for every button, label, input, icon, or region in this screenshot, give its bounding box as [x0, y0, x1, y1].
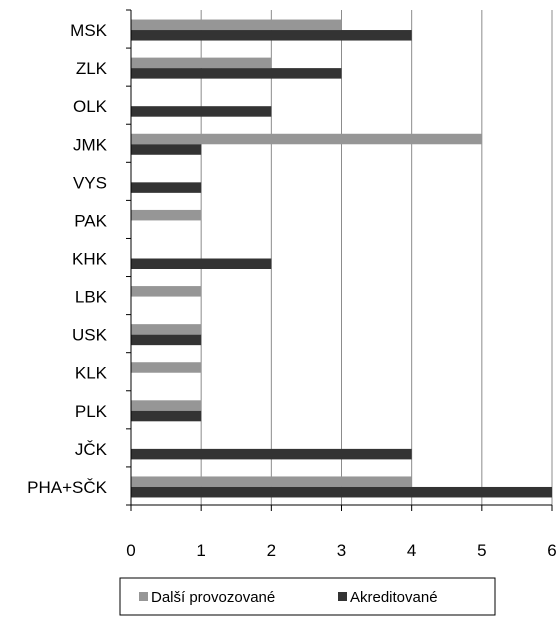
legend-label: Akreditované: [350, 589, 438, 606]
category-label: PAK: [74, 211, 107, 230]
category-label: JMK: [73, 135, 108, 154]
category-label: MSK: [70, 21, 108, 40]
bar-dalsi: [131, 476, 412, 487]
legend-swatch: [139, 592, 148, 601]
bar-dalsi: [131, 209, 202, 221]
x-tick-label: 5: [477, 541, 486, 560]
bar-akreditovane: [131, 106, 272, 117]
category-label: KLK: [75, 364, 108, 383]
category-label: USK: [72, 326, 108, 345]
bar-dalsi: [131, 57, 272, 69]
legend-box: [119, 577, 496, 616]
bar-akreditovane: [131, 410, 202, 422]
bar-dalsi: [131, 400, 202, 411]
x-tick-label: 3: [337, 541, 346, 560]
bar-dalsi: [131, 286, 202, 297]
bar-akreditovane: [131, 448, 412, 460]
x-tick-label: 6: [547, 541, 556, 560]
bar-akreditovane: [131, 30, 412, 41]
legend-swatch: [338, 592, 347, 601]
x-tick-label: 4: [407, 541, 416, 560]
category-label: KHK: [72, 250, 108, 269]
bar-akreditovane: [131, 144, 202, 155]
bar-akreditovane: [131, 68, 342, 79]
legend-label: Další provozované: [151, 589, 275, 606]
category-label: OLK: [73, 97, 108, 116]
x-tick-label: 0: [126, 541, 135, 560]
bar-akreditovane: [131, 182, 202, 193]
category-label: ZLK: [76, 59, 108, 78]
bar-akreditovane: [131, 258, 272, 269]
bar-dalsi: [131, 133, 482, 145]
category-label: VYS: [73, 173, 107, 192]
bar-dalsi: [131, 19, 342, 31]
category-label: LBK: [75, 288, 108, 307]
bar-akreditovane: [131, 334, 202, 346]
category-label: PLK: [75, 402, 108, 421]
bar-dalsi: [131, 324, 202, 335]
bar-dalsi: [131, 362, 202, 373]
category-label: PHA+SČK: [27, 478, 107, 497]
x-tick-label: 1: [196, 541, 205, 560]
x-tick-label: 2: [267, 541, 276, 560]
category-label: JČK: [75, 440, 108, 459]
bar-akreditovane: [131, 486, 552, 498]
